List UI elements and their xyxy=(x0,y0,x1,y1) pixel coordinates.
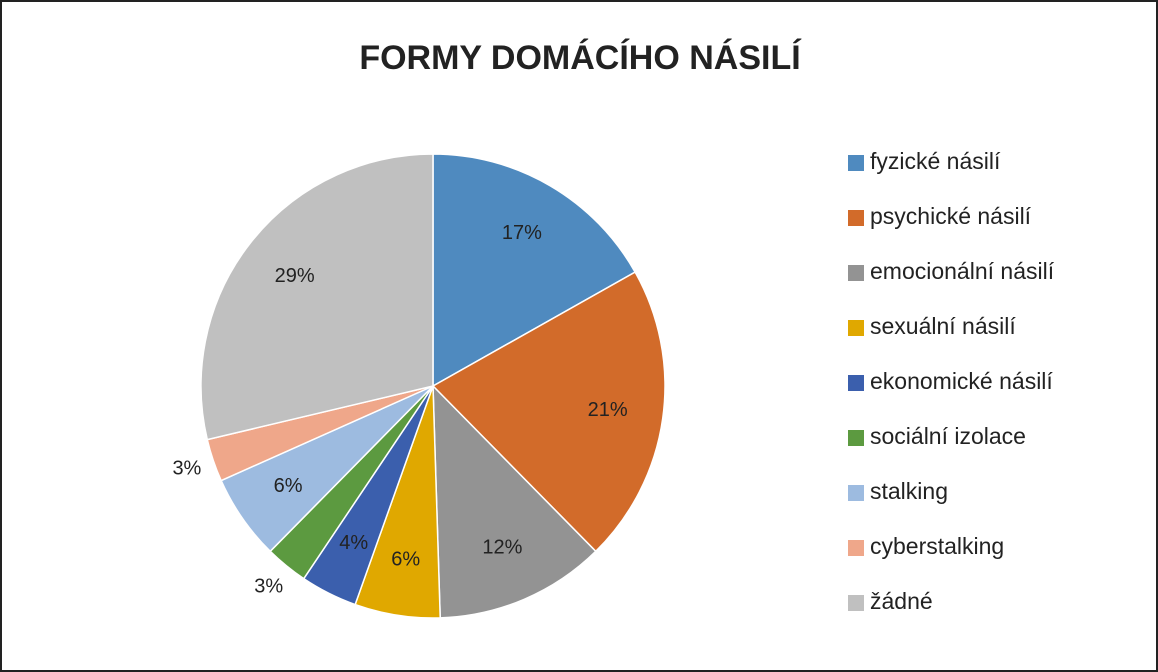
data-label: 4% xyxy=(339,532,368,554)
data-label: 29% xyxy=(275,265,315,287)
legend-swatch xyxy=(848,595,864,611)
data-label: 17% xyxy=(502,222,542,244)
legend-label: sexuální násilí xyxy=(870,313,1016,339)
legend-swatch xyxy=(848,265,864,281)
legend-label: psychické násilí xyxy=(870,203,1032,229)
pie-slice xyxy=(432,153,637,388)
data-label: 6% xyxy=(391,548,420,570)
pie-slice xyxy=(431,271,666,553)
data-label: 3% xyxy=(172,458,201,480)
legend-label: stalking xyxy=(870,478,948,504)
data-label: 6% xyxy=(274,475,303,497)
data-label: 21% xyxy=(588,399,628,421)
legend-swatch xyxy=(848,485,864,501)
legend-label: žádné xyxy=(870,588,933,614)
pie-slice xyxy=(200,153,434,441)
legend-label: sociální izolace xyxy=(870,423,1026,449)
legend-swatch xyxy=(848,210,864,226)
legend-swatch xyxy=(848,320,864,336)
legend-swatch xyxy=(848,430,864,446)
data-label: 3% xyxy=(254,576,283,598)
legend-swatch xyxy=(848,375,864,391)
data-label: 12% xyxy=(482,536,522,558)
legend-label: fyzické násilí xyxy=(870,148,1001,174)
legend-label: emocionální násilí xyxy=(870,258,1055,284)
legend-label: cyberstalking xyxy=(870,533,1004,559)
pie-slice xyxy=(432,384,597,619)
legend-label: ekonomické násilí xyxy=(870,368,1053,394)
chart-title: FORMY DOMÁCÍHO NÁSILÍ xyxy=(359,39,802,77)
legend-swatch xyxy=(848,540,864,556)
legend-swatch xyxy=(848,155,864,171)
